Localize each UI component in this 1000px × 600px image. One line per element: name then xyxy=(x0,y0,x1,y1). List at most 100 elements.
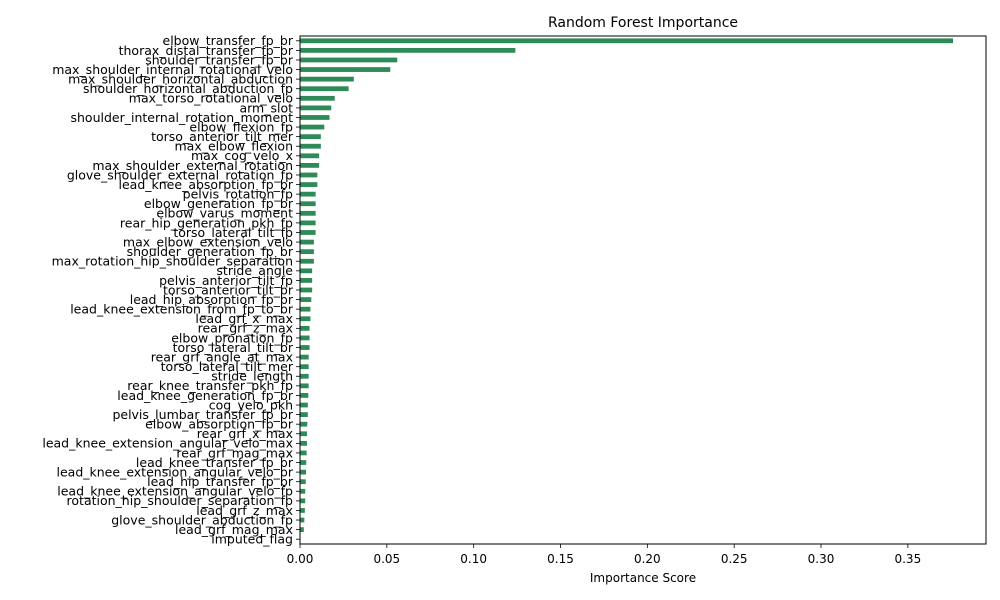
y-tick-labels: elbow_transfer_fp_brthorax_distal_transf… xyxy=(42,33,294,546)
x-tick-label: 0.00 xyxy=(287,552,314,566)
bar-max-shoulder-external-rotation xyxy=(300,163,320,168)
bar-lead-hip-absorption-fp-br xyxy=(300,297,312,302)
y-tick-label: torso_anterior_tilt_mer xyxy=(151,129,294,144)
bar-lead-grf-mag-max xyxy=(300,527,304,533)
bar-max-elbow-flexion xyxy=(300,143,321,149)
bar-rear-grf-mag-max xyxy=(300,450,307,456)
bar-torso-anterior-tilt-mer xyxy=(300,134,321,140)
y-tick-label: max_shoulder_horizontal_abduction xyxy=(68,72,293,87)
bar-arm-slot xyxy=(300,105,332,111)
y-tick-label: pelvis_anterior_tilt_fp xyxy=(159,273,293,288)
y-tick-label: lead_knee_extension_angular_velo_fp xyxy=(57,484,293,499)
y-tick-label: shoulder_generation_fp_br xyxy=(127,244,294,259)
y-tick-label: max_torso_rotational_velo xyxy=(129,91,293,106)
y-tick-label: lead_grf_z_max xyxy=(196,503,293,518)
bar-glove-shoulder-abduction-fp xyxy=(300,517,305,523)
bar-glove-shoulder-external-rotation-fp xyxy=(300,172,318,178)
bar-lead-grf-z-max xyxy=(300,508,305,513)
bar-max-shoulder-internal-rotational-velo xyxy=(300,67,391,72)
bar-rear-grf-angle-at-max xyxy=(300,354,309,360)
y-tick-label: cog_velo_pkh xyxy=(209,397,293,412)
y-tick-label: rotation_hip_shoulder_separation_fp xyxy=(67,493,294,508)
y-tick-label: elbow_varus_moment xyxy=(156,206,293,221)
bar-pelvis-anterior-tilt-fp xyxy=(300,278,313,283)
y-tick-label: lead_knee_extension_from_fp_to_br xyxy=(70,302,294,317)
y-tick-label: elbow_generation_fp_br xyxy=(144,196,294,211)
bar-rear-knee-transfer-pkh-fp xyxy=(300,383,309,389)
y-tick-label: rear_grf_z_max xyxy=(198,321,293,336)
y-tick-label: lead_knee_absorption_fp_br xyxy=(119,177,294,192)
plot-frame xyxy=(299,35,987,545)
bar-lead-knee-absorption-fp-br xyxy=(300,182,318,187)
y-tick-label: shoulder_horizontal_abduction_fp xyxy=(83,81,293,96)
y-tick-label: max_shoulder_external_rotation xyxy=(92,158,293,173)
y-tick-label: max_rotation_hip_shoulder_separation xyxy=(52,254,293,269)
y-tick-label: elbow_transfer_fp_br xyxy=(163,33,294,48)
y-tick-label: shoulder_internal_rotation_moment xyxy=(71,110,294,125)
bar-lead-hip-transfer-fp-br xyxy=(300,479,306,485)
bar-shoulder-horizontal-abduction-fp xyxy=(300,86,349,92)
y-tick-label: lead_grf_x_max xyxy=(195,311,293,326)
y-tick-label: max_shoulder_internal_rotational_velo xyxy=(52,62,293,77)
bar-pelvis-lumbar-transfer-fp-br xyxy=(300,412,308,417)
bar-lead-knee-extension-angular-velo-br xyxy=(300,469,307,475)
y-tick-label: lead_hip_transfer_fp_br xyxy=(147,474,294,489)
y-tick-label: lead_grf_mag_max xyxy=(175,522,293,537)
x-tick-label: 0.20 xyxy=(634,552,661,566)
bar-stride-length xyxy=(300,373,309,379)
bar-lead-knee-generation-fp-br xyxy=(300,393,309,398)
y-tick-label: rear_grf_angle_at_max xyxy=(151,349,293,364)
x-tick-label: 0.15 xyxy=(547,552,574,566)
y-tick-label: thorax_distal_transfer_fp_br xyxy=(119,43,294,58)
y-tick-label: pelvis_lumbar_transfer_fp_br xyxy=(112,407,293,422)
bar-shoulder-generation-fp-br xyxy=(300,249,314,255)
bar-rotation-hip-shoulder-separation-fp xyxy=(300,498,306,504)
y-tick-label: shoulder_transfer_fp_br xyxy=(145,52,294,67)
bar-max-torso-rotational-velo xyxy=(300,95,335,101)
bar-torso-lateral-tilt-mer xyxy=(300,364,309,370)
y-tick-label: max_cog_velo_x xyxy=(191,148,293,163)
bar-torso-lateral-tilt-fp xyxy=(300,230,316,235)
bar-lead-knee-extension-from-fp-to-br xyxy=(300,306,311,312)
x-tick-label: 0.30 xyxy=(808,552,835,566)
bar-elbow-generation-fp-br xyxy=(300,201,316,207)
y-tick-label: arm_slot xyxy=(239,100,293,115)
bar-lead-knee-extension-angular-velo-fp xyxy=(300,488,306,494)
bar-max-rotation-hip-shoulder-separation xyxy=(300,258,314,264)
y-tick-label: lead_knee_extension_angular_velo_br xyxy=(57,464,294,479)
x-tick-label: 0.10 xyxy=(460,552,487,566)
bar-elbow-flexion-fp xyxy=(300,124,325,130)
y-tick-label: rear_grf_mag_max xyxy=(176,445,293,460)
y-tick-label: torso_anterior_tilt_br xyxy=(163,282,294,297)
bar-lead-knee-transfer-fp-br xyxy=(300,460,307,465)
bars-group xyxy=(300,38,954,533)
y-tick-label: max_elbow_extension_velo xyxy=(123,234,293,249)
bar-thorax-distal-transfer-fp-br xyxy=(300,47,516,53)
x-tick-label: 0.35 xyxy=(894,552,921,566)
x-axis-label: Importance Score xyxy=(590,571,696,585)
bar-rear-grf-z-max xyxy=(300,325,310,331)
bar-cog-velo-pkh xyxy=(300,402,308,408)
y-tick-label: lead_knee_generation_fp_br xyxy=(117,388,294,403)
y-tick-label: rear_knee_transfer_pkh_fp xyxy=(127,378,293,393)
y-tick-label: glove_shoulder_external_rotation_fp xyxy=(67,167,293,182)
bar-torso-anterior-tilt-br xyxy=(300,287,313,293)
y-tick-label: elbow_flexion_fp xyxy=(189,119,293,134)
y-tick-label: rear_hip_generation_pkh_fp xyxy=(120,215,293,230)
y-tick-label: stride_angle xyxy=(216,263,293,278)
bar-shoulder-transfer-fp-br xyxy=(300,57,398,63)
bar-max-cog-velo-x xyxy=(300,153,320,159)
x-tick-label: 0.05 xyxy=(373,552,400,566)
y-tick-label: rear_grf_x_max xyxy=(197,426,293,441)
bar-lead-grf-x-max xyxy=(300,316,311,322)
bar-max-shoulder-horizontal-abduction xyxy=(300,76,354,82)
y-tick-label: elbow_pronation_fp xyxy=(171,330,293,345)
y-tick-label: lead_knee_transfer_fp_br xyxy=(136,455,294,470)
y-tick-label: torso_lateral_tilt_br xyxy=(173,340,294,355)
chart-title: Random Forest Importance xyxy=(548,15,738,31)
bar-elbow-varus-moment xyxy=(300,210,316,216)
bar-elbow-pronation-fp xyxy=(300,335,310,341)
y-tick-label: lead_hip_absorption_fp_br xyxy=(130,292,294,307)
bar-rear-hip-generation-pkh-fp xyxy=(300,220,316,226)
